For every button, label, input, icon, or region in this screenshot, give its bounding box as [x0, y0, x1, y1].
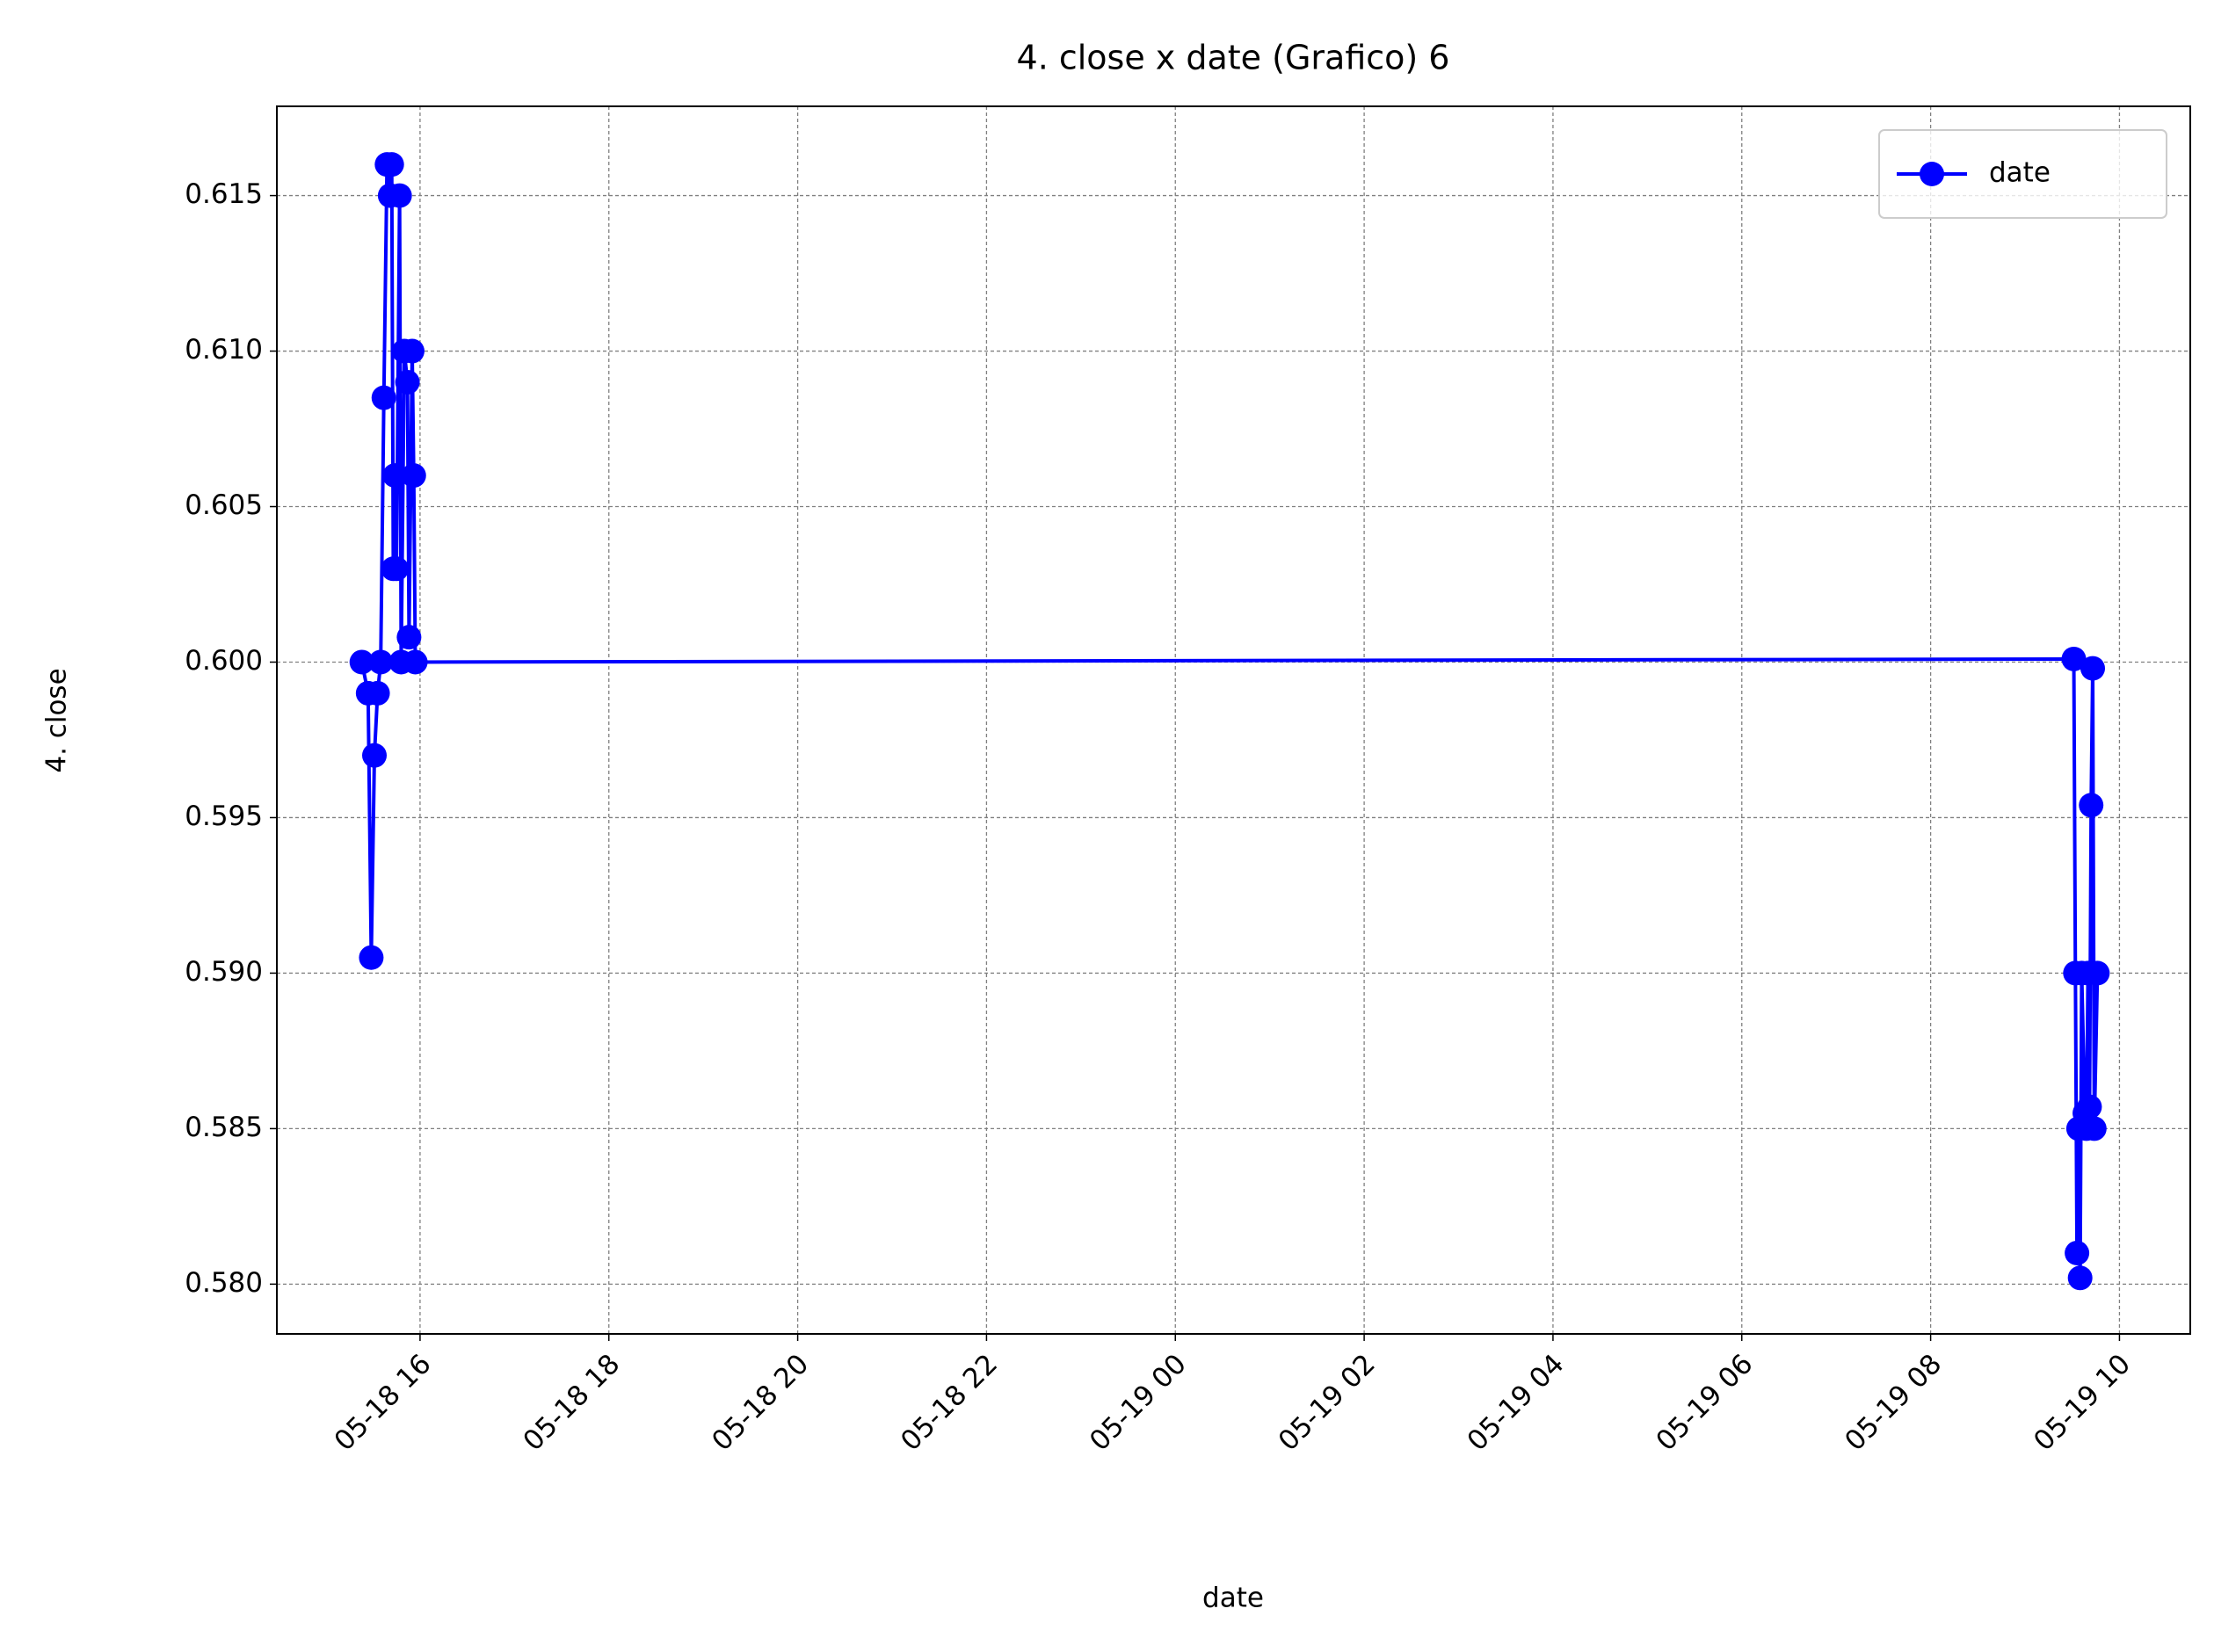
- y-tick-label: 0.585: [185, 1112, 263, 1143]
- point: [401, 463, 426, 489]
- point: [2061, 646, 2087, 671]
- point: [2067, 1265, 2093, 1291]
- legend-label: date: [1989, 157, 2051, 189]
- y-tick-label: 0.580: [185, 1267, 263, 1299]
- point: [368, 649, 394, 675]
- point: [396, 625, 422, 650]
- point: [384, 556, 410, 582]
- legend-box: [1878, 129, 2167, 219]
- chart-title: 4. close x date (Grafico) 6: [1017, 39, 1450, 77]
- point: [361, 743, 387, 768]
- point: [382, 463, 408, 489]
- point: [2079, 793, 2104, 818]
- y-axis-label: 4. close: [41, 668, 73, 772]
- point: [395, 369, 420, 395]
- point: [387, 183, 412, 208]
- x-axis-label: date: [1202, 1583, 1264, 1614]
- point: [403, 649, 428, 675]
- point: [2080, 656, 2106, 681]
- legend-marker: [1920, 162, 1944, 186]
- y-tick-label: 0.590: [185, 956, 263, 988]
- point: [2081, 1116, 2107, 1141]
- point: [2085, 960, 2110, 986]
- y-tick-label: 0.615: [185, 178, 263, 210]
- y-tick-label: 0.605: [185, 489, 263, 521]
- point: [399, 338, 425, 364]
- point: [359, 945, 384, 970]
- point: [365, 680, 390, 706]
- point: [2077, 1094, 2102, 1119]
- point: [349, 649, 374, 675]
- y-tick-label: 0.600: [185, 645, 263, 677]
- y-tick-label: 0.595: [185, 801, 263, 832]
- plot-frame: [276, 105, 2191, 1335]
- point: [371, 385, 396, 410]
- point: [2065, 1240, 2090, 1265]
- y-tick-label: 0.610: [185, 334, 263, 366]
- point: [379, 152, 404, 178]
